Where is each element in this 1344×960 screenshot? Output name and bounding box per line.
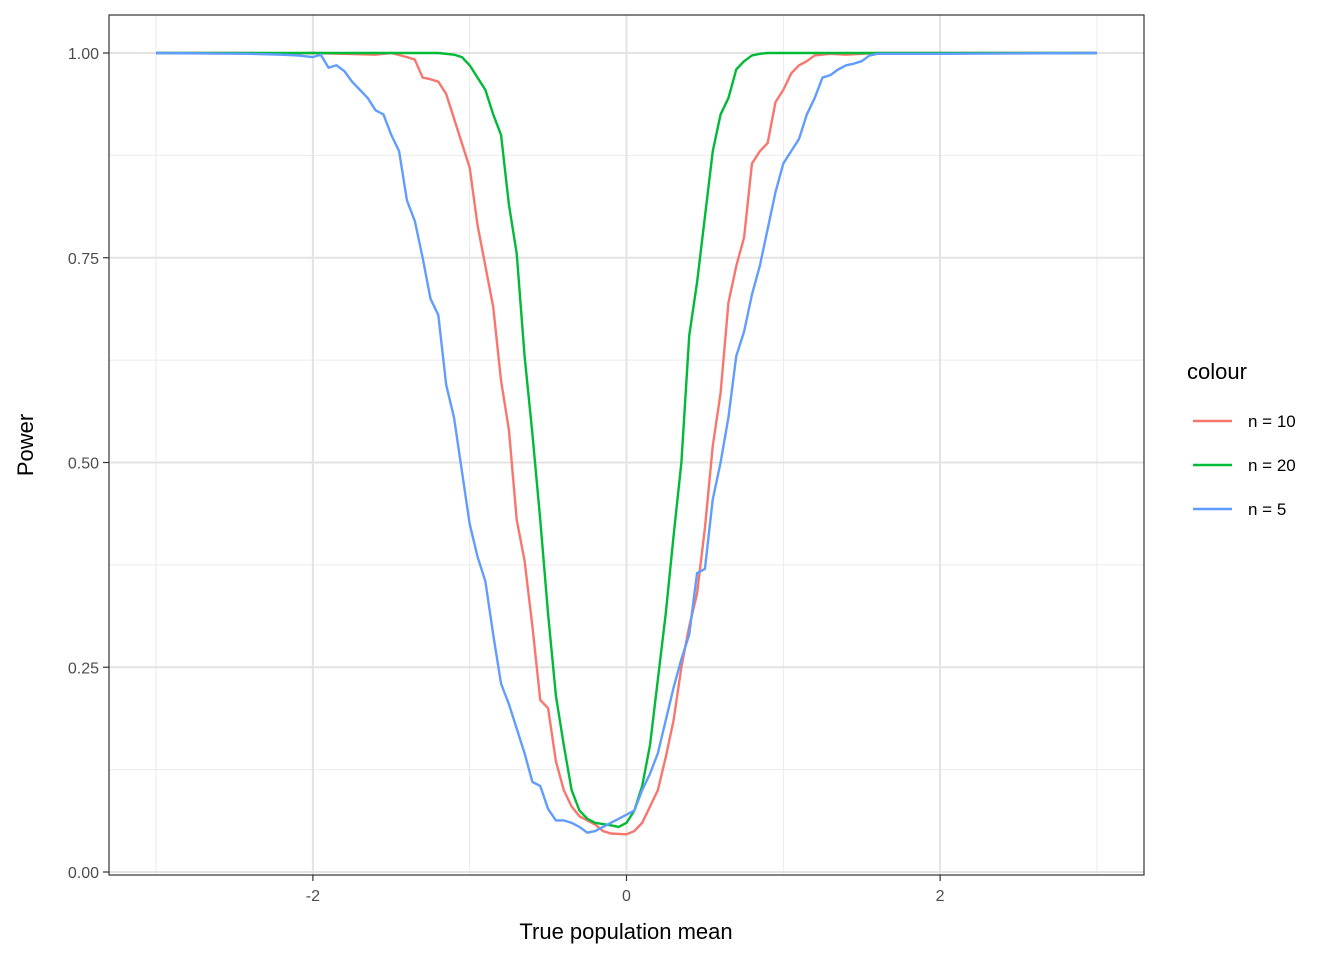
legend-label: n = 10 [1248,412,1296,431]
legend: colour n = 10 n = 20 n = 5 [1187,359,1296,519]
series-line [156,51,1097,836]
legend-label: n = 5 [1248,500,1286,519]
grid-lines [109,15,1144,875]
x-tick-label: 0 [622,888,631,905]
axes: -2 0 2 0.00 0.25 0.50 0.75 1.00 [68,46,945,905]
legend-label: n = 20 [1248,456,1296,475]
y-tick-label: 0.50 [68,456,99,473]
y-tick-label: 0.75 [68,251,99,268]
series-lines [156,51,1097,836]
x-tick-label: -2 [306,888,320,905]
x-tick-label: 2 [936,888,945,905]
legend-title: colour [1187,359,1247,384]
x-axis-title: True population mean [519,919,732,944]
y-tick-label: 0.00 [68,865,99,882]
y-tick-label: 0.25 [68,660,99,677]
y-tick-label: 1.00 [68,46,99,63]
series-line [156,51,1097,829]
y-axis-title: Power [13,414,38,476]
series-line [156,51,1097,834]
